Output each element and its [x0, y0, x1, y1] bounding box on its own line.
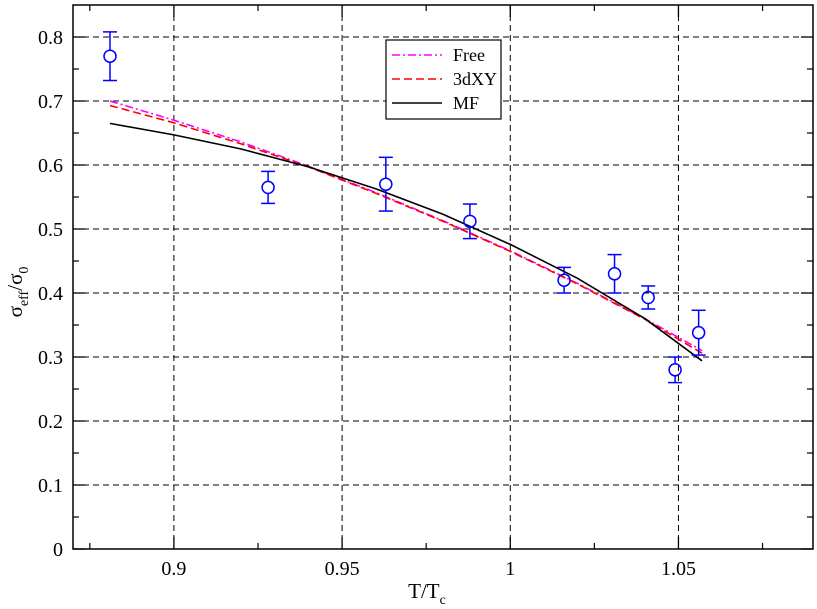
- data-points: [103, 31, 706, 384]
- data-point: [103, 49, 117, 63]
- y-tick-label: 0.5: [38, 219, 63, 241]
- series-line-3dxy: [109, 104, 703, 354]
- x-tick-label: 1.05: [661, 558, 696, 580]
- series-line-free: [109, 100, 703, 352]
- y-tick-label: 0: [53, 539, 63, 561]
- data-point: [641, 290, 655, 305]
- series-line-mf: [109, 122, 703, 362]
- x-tick-label: 0.95: [325, 558, 360, 580]
- y-axis-label: σeff/σ0: [3, 267, 32, 318]
- y-tick-label: 0.3: [38, 347, 63, 369]
- legend-label-mf: MF: [453, 93, 479, 113]
- plot-frame: [72, 4, 814, 550]
- x-tick-label: 1: [505, 558, 515, 580]
- y-tick-label: 0.2: [38, 411, 63, 433]
- data-point: [607, 267, 622, 281]
- data-point: [261, 180, 275, 195]
- y-tick-label: 0.7: [38, 91, 63, 113]
- y-tick-label: 0.1: [38, 475, 63, 497]
- x-axis-label: T/Tc: [408, 579, 446, 608]
- legend: Free 3dXY MF: [385, 39, 502, 120]
- data-point: [668, 363, 682, 377]
- model-curves: [109, 100, 703, 362]
- data-point: [557, 273, 571, 287]
- x-tick-label: 0.9: [161, 558, 186, 580]
- y-tick-label: 0.6: [38, 155, 63, 177]
- y-tick-label: 0.4: [38, 283, 63, 305]
- data-point: [463, 214, 477, 229]
- legend-label-3dxy: 3dXY: [453, 69, 497, 89]
- legend-label-free: Free: [453, 45, 485, 65]
- data-point: [379, 177, 393, 191]
- axes: 0.9 0.95 1 1.05 0 0.1 0.2 0.3 0.4 0.5 0.6 0.7 0.8: [38, 4, 814, 580]
- y-tick-label: 0.8: [38, 27, 63, 49]
- data-point: [691, 325, 706, 340]
